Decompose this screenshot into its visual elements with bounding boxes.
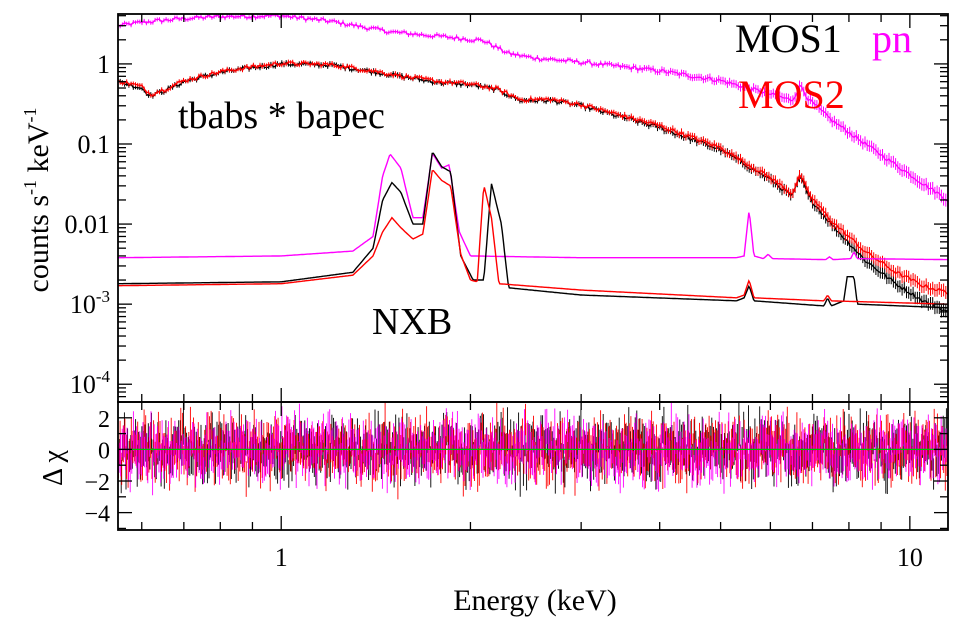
y-tick-label: 0.01 [65,210,111,239]
nxb-annotation: NXB [372,301,452,343]
series-pn-source [118,14,948,208]
legend-mos2: MOS2 [738,72,845,117]
residual-panel [118,402,948,500]
residual-tick-label: −2 [84,470,110,496]
bottom-frame [117,401,949,531]
series-mos2-source [118,59,948,301]
residual-tick-label: −4 [84,502,110,528]
x-axis-label: Energy (keV) [453,584,617,617]
residuals-0 [118,402,948,497]
residual-axis-label: Δ χ [38,449,69,485]
y-tick-label: 1 [97,50,110,79]
x-tick-label: 10 [897,543,923,572]
spectrum-panel [118,14,948,318]
y-tick-label: 10-4 [70,367,111,399]
legend-pn: pn [872,16,912,61]
residual-bars-0 [118,402,948,497]
y-tick-label: 0.1 [78,130,111,159]
data-pn [118,14,948,202]
residual-tick-label: 0 [98,438,110,464]
y-tick-label: 10-3 [70,287,110,319]
series-mos1-nxb [118,152,948,309]
residuals-2 [118,402,948,496]
x-tick-label: 1 [275,543,288,572]
model-annotation: tbabs * bapec [178,95,385,137]
nxb-line-mos1 [118,152,948,309]
series-mos2-nxb [118,169,948,305]
data-mos2 [118,60,948,295]
nxb-line-pn [118,153,948,261]
series-pn-nxb [118,153,948,261]
nxb-line-mos2 [118,169,948,305]
y-axis-label: counts s-1 keV-1 [20,108,55,293]
residual-tick-label: 2 [98,407,110,433]
legend-mos1: MOS1 [735,16,842,61]
residual-bars-2 [118,402,948,496]
